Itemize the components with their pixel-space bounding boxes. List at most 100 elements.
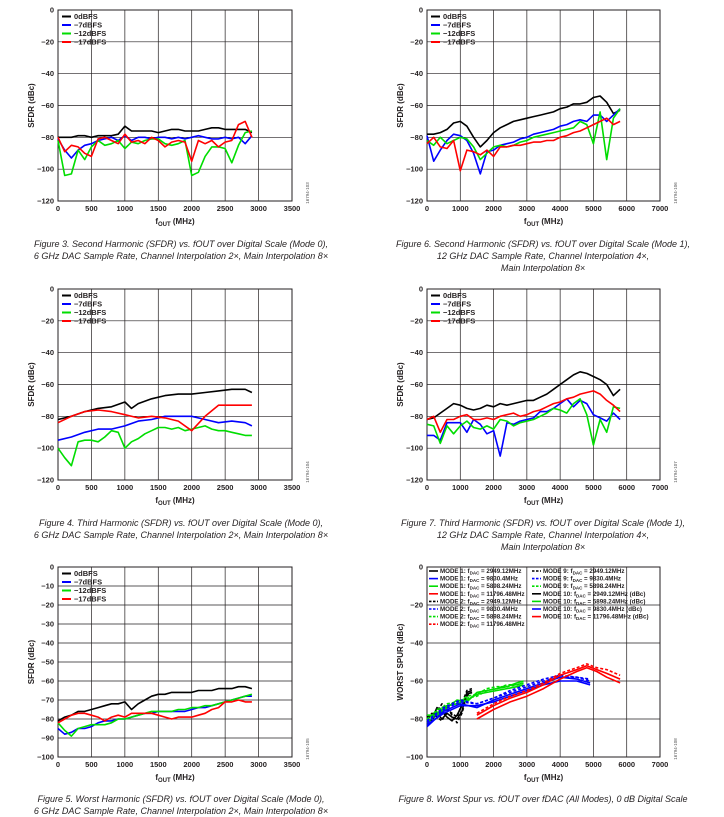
caption-figure-6: Figure 6. Second Harmonic (SFDR) vs. fOU… <box>362 238 724 274</box>
legend-label: −7dBFS <box>443 300 471 309</box>
caption-line: Figure 8. Worst Spur vs. fOUT over fDAC … <box>398 794 688 804</box>
x-tick-label: 1000 <box>117 760 134 769</box>
series-line <box>476 666 621 720</box>
series-line <box>427 397 621 457</box>
x-tick-label: 2500 <box>217 483 234 492</box>
x-tick-label: 0 <box>56 204 60 213</box>
y-tick-label: 0 <box>50 563 54 572</box>
y-axis-label: SFDR (dBc) <box>27 362 36 407</box>
y-tick-label: −90 <box>41 734 54 743</box>
series-line <box>57 404 252 432</box>
x-tick-label: 2500 <box>217 204 234 213</box>
x-tick-label: 4000 <box>552 204 569 213</box>
series-line <box>57 699 252 724</box>
x-tick-label: 2000 <box>183 483 200 492</box>
y-axis-label: SFDR (dBc) <box>27 639 36 684</box>
x-tick-label: 3000 <box>250 204 267 213</box>
series-line <box>426 108 621 175</box>
x-tick-label: 3000 <box>250 760 267 769</box>
figure-id: 16794-104 <box>305 461 310 483</box>
legend-label: −7dBFS <box>74 578 102 587</box>
x-axis-label: fOUT (MHz) <box>155 773 195 784</box>
caption-figure-4: Figure 4. Third Harmonic (SFDR) vs. fOUT… <box>0 517 362 541</box>
plot-frame <box>57 9 293 202</box>
x-tick-label: 2000 <box>485 204 502 213</box>
caption-line: Figure 7. Third Harmonic (SFDR) vs. fOUT… <box>400 518 686 528</box>
series-line <box>426 370 621 421</box>
x-tick-label: 3000 <box>519 483 536 492</box>
x-tick-label: 2000 <box>485 483 502 492</box>
x-tick-label: 7000 <box>652 483 669 492</box>
series-line <box>476 664 621 716</box>
x-tick-label: 3000 <box>250 483 267 492</box>
y-tick-label: −120 <box>37 476 54 485</box>
plot-frame <box>57 288 293 481</box>
legend-label: MODE 1: fDAC = 11796.48MHz <box>440 591 525 599</box>
x-tick-label: 3000 <box>519 760 536 769</box>
caption-figure-7: Figure 7. Third Harmonic (SFDR) vs. fOUT… <box>362 517 724 553</box>
caption-line: 6 GHz DAC Sample Rate, Channel Interpola… <box>33 530 329 540</box>
legend-label: MODE 10: fDAC = 2949.12MHz (dBc) <box>543 591 645 599</box>
legend-label: MODE 1: fDAC = 2949.12MHz <box>440 568 521 576</box>
y-tick-label: 0 <box>419 6 423 15</box>
series-line <box>57 693 253 737</box>
legend-label: MODE 1: fDAC = 9830.4MHz <box>440 576 518 584</box>
caption-line: 6 GHz DAC Sample Rate, Channel Interpola… <box>33 251 329 261</box>
plot-frame <box>426 9 661 202</box>
x-tick-label: 6000 <box>618 760 635 769</box>
y-tick-label: −20 <box>41 37 54 46</box>
y-axis-label: SFDR (dBc) <box>396 83 405 128</box>
chart-figure-7: 0 1000 2000 3000 4000 5000 6000 7000 0 −20 −40 −60 −… <box>396 285 678 508</box>
caption-line: Figure 6. Second Harmonic (SFDR) vs. fOU… <box>395 239 691 249</box>
y-tick-label: −10 <box>41 582 54 591</box>
x-tick-label: 5000 <box>585 483 602 492</box>
chart-figure-5: 0 500 1000 1500 2000 2500 3000 3500 0 −10 −20 −30 −4… <box>27 563 310 785</box>
y-tick-label: −40 <box>41 348 54 357</box>
x-tick-label: 1000 <box>452 483 469 492</box>
x-tick-label: 0 <box>425 760 429 769</box>
y-tick-label: −60 <box>410 101 423 110</box>
chart-figure-4: 0 500 1000 1500 2000 2500 3000 3500 0 −20 −40 −60 −8… <box>27 285 310 508</box>
x-tick-label: 500 <box>85 483 98 492</box>
y-tick-label: −60 <box>410 380 423 389</box>
y-tick-label: −100 <box>37 444 54 453</box>
y-tick-label: 0 <box>419 563 423 572</box>
x-tick-label: 1500 <box>150 483 167 492</box>
caption-line: Main Interpolation 8× <box>500 263 586 273</box>
y-tick-label: −60 <box>410 677 423 686</box>
y-tick-label: −20 <box>410 601 423 610</box>
legend-label: MODE 2: fDAC = 11796.48MHz <box>440 621 525 629</box>
chart-figure-6: 0 1000 2000 3000 4000 5000 6000 7000 0 −20 −40 −60 −… <box>396 6 678 229</box>
x-axis-label: fOUT (MHz) <box>524 217 564 228</box>
y-tick-label: −100 <box>406 165 423 174</box>
legend-label: MODE 10: fDAC = 9830.4MHz (dBc) <box>543 606 642 614</box>
series-line <box>57 425 252 467</box>
x-tick-label: 0 <box>425 204 429 213</box>
series-line <box>426 397 621 446</box>
y-tick-label: −120 <box>406 197 423 206</box>
y-tick-label: −100 <box>37 165 54 174</box>
y-axis-label: WORST SPUR (dBc) <box>396 623 405 700</box>
legend-label: 0dBFS <box>74 12 98 21</box>
legend-label: MODE 10: fDAC = 5898.24MHz (dBc) <box>543 598 645 606</box>
plot-frame <box>57 566 293 758</box>
legend-label: −12dBFS <box>74 29 106 38</box>
x-axis-label: fOUT (MHz) <box>524 496 564 507</box>
legend-label: 0dBFS <box>443 291 467 300</box>
legend-label: 0dBFS <box>74 291 98 300</box>
caption-line: Figure 5. Worst Harmonic (SFDR) vs. fOUT… <box>37 794 325 804</box>
x-axis-label: fOUT (MHz) <box>524 773 564 784</box>
y-tick-label: −100 <box>406 753 423 762</box>
caption-line: 6 GHz DAC Sample Rate, Channel Interpola… <box>33 806 329 816</box>
figure-id: 16794-108 <box>673 738 678 760</box>
x-tick-label: 1500 <box>150 204 167 213</box>
x-tick-label: 6000 <box>618 204 635 213</box>
caption-line: Figure 4. Third Harmonic (SFDR) vs. fOUT… <box>38 518 324 528</box>
x-tick-label: 7000 <box>652 760 669 769</box>
series-line <box>57 120 253 162</box>
x-tick-label: 1000 <box>117 204 134 213</box>
caption-line: 12 GHz DAC Sample Rate, Channel Interpol… <box>436 251 650 261</box>
y-tick-label: −80 <box>41 412 54 421</box>
y-tick-label: −20 <box>41 316 54 325</box>
caption-line: Main Interpolation 8× <box>500 542 586 552</box>
